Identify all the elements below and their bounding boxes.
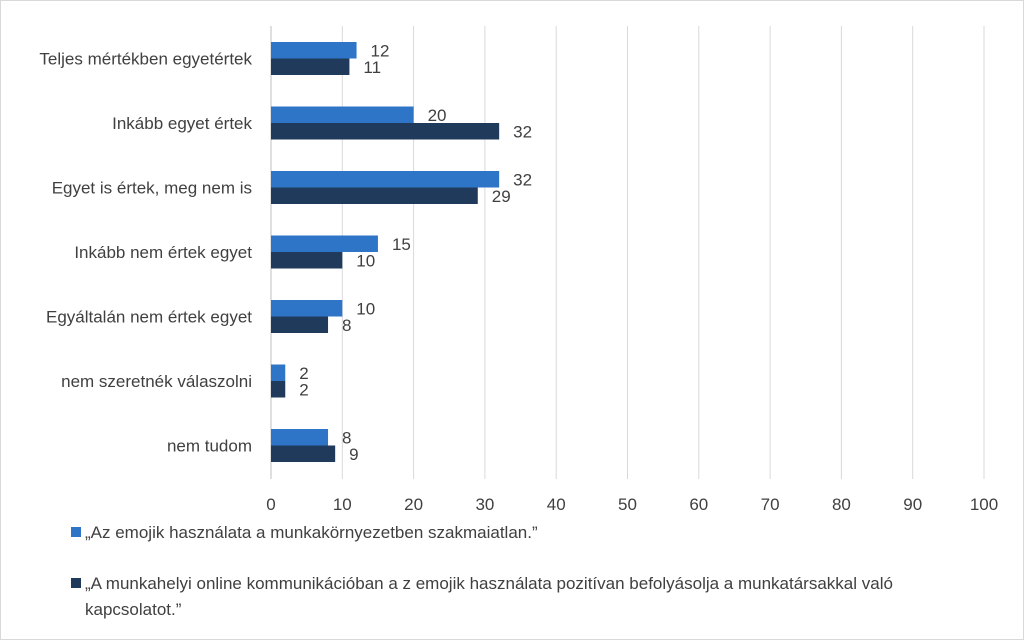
x-tick-label: 20 [404, 495, 423, 514]
x-tick-label: 100 [970, 495, 998, 514]
bar [271, 42, 357, 59]
bar [271, 123, 500, 140]
bar [271, 106, 414, 123]
data-label: 15 [392, 235, 411, 254]
data-label: 2 [299, 364, 308, 383]
legend-label: „A munkahelyi online kommunikációban a z… [85, 574, 893, 593]
data-label: 10 [356, 299, 375, 318]
bar [271, 300, 343, 317]
legend-swatch [71, 578, 81, 588]
x-tick-label: 70 [761, 495, 780, 514]
category-label: Egyáltalán nem értek egyet [46, 308, 252, 327]
data-label: 8 [342, 316, 351, 335]
category-label: Teljes mértékben egyetértek [39, 50, 252, 69]
data-label: 2 [299, 380, 308, 399]
bar [271, 316, 329, 333]
category-label: Egyet is értek, meg nem is [52, 179, 252, 198]
bar [271, 445, 336, 462]
category-label: Inkább egyet értek [112, 114, 252, 133]
x-tick-label: 50 [618, 495, 637, 514]
data-label: 29 [492, 187, 511, 206]
category-label: Inkább nem értek egyet [74, 243, 252, 262]
x-tick-label: 60 [689, 495, 708, 514]
data-label: 10 [356, 251, 375, 270]
bar [271, 187, 478, 204]
legend-label: „Az emojik használata a munkakörnyezetbe… [85, 523, 538, 542]
data-label: 11 [363, 58, 381, 77]
bar [271, 252, 343, 269]
legend-label: kapcsolatot.” [85, 600, 182, 619]
x-tick-label: 30 [475, 495, 494, 514]
x-tick-label: 40 [547, 495, 566, 514]
data-label: 32 [513, 122, 532, 141]
data-label: 20 [428, 106, 447, 125]
bar [271, 58, 350, 75]
bar [271, 364, 286, 381]
category-label: nem szeretnék válaszolni [61, 372, 252, 391]
bar [271, 235, 378, 252]
data-label: 8 [342, 428, 351, 447]
category-label: nem tudom [167, 437, 252, 456]
bar [271, 429, 329, 446]
bar [271, 171, 500, 188]
x-tick-label: 80 [832, 495, 851, 514]
bar [271, 381, 286, 398]
data-label: 32 [513, 170, 532, 189]
legend-swatch [71, 527, 81, 537]
data-label: 9 [349, 445, 358, 464]
x-tick-label: 90 [903, 495, 922, 514]
data-label: 12 [371, 41, 390, 60]
x-tick-label: 0 [266, 495, 275, 514]
x-tick-label: 10 [333, 495, 352, 514]
